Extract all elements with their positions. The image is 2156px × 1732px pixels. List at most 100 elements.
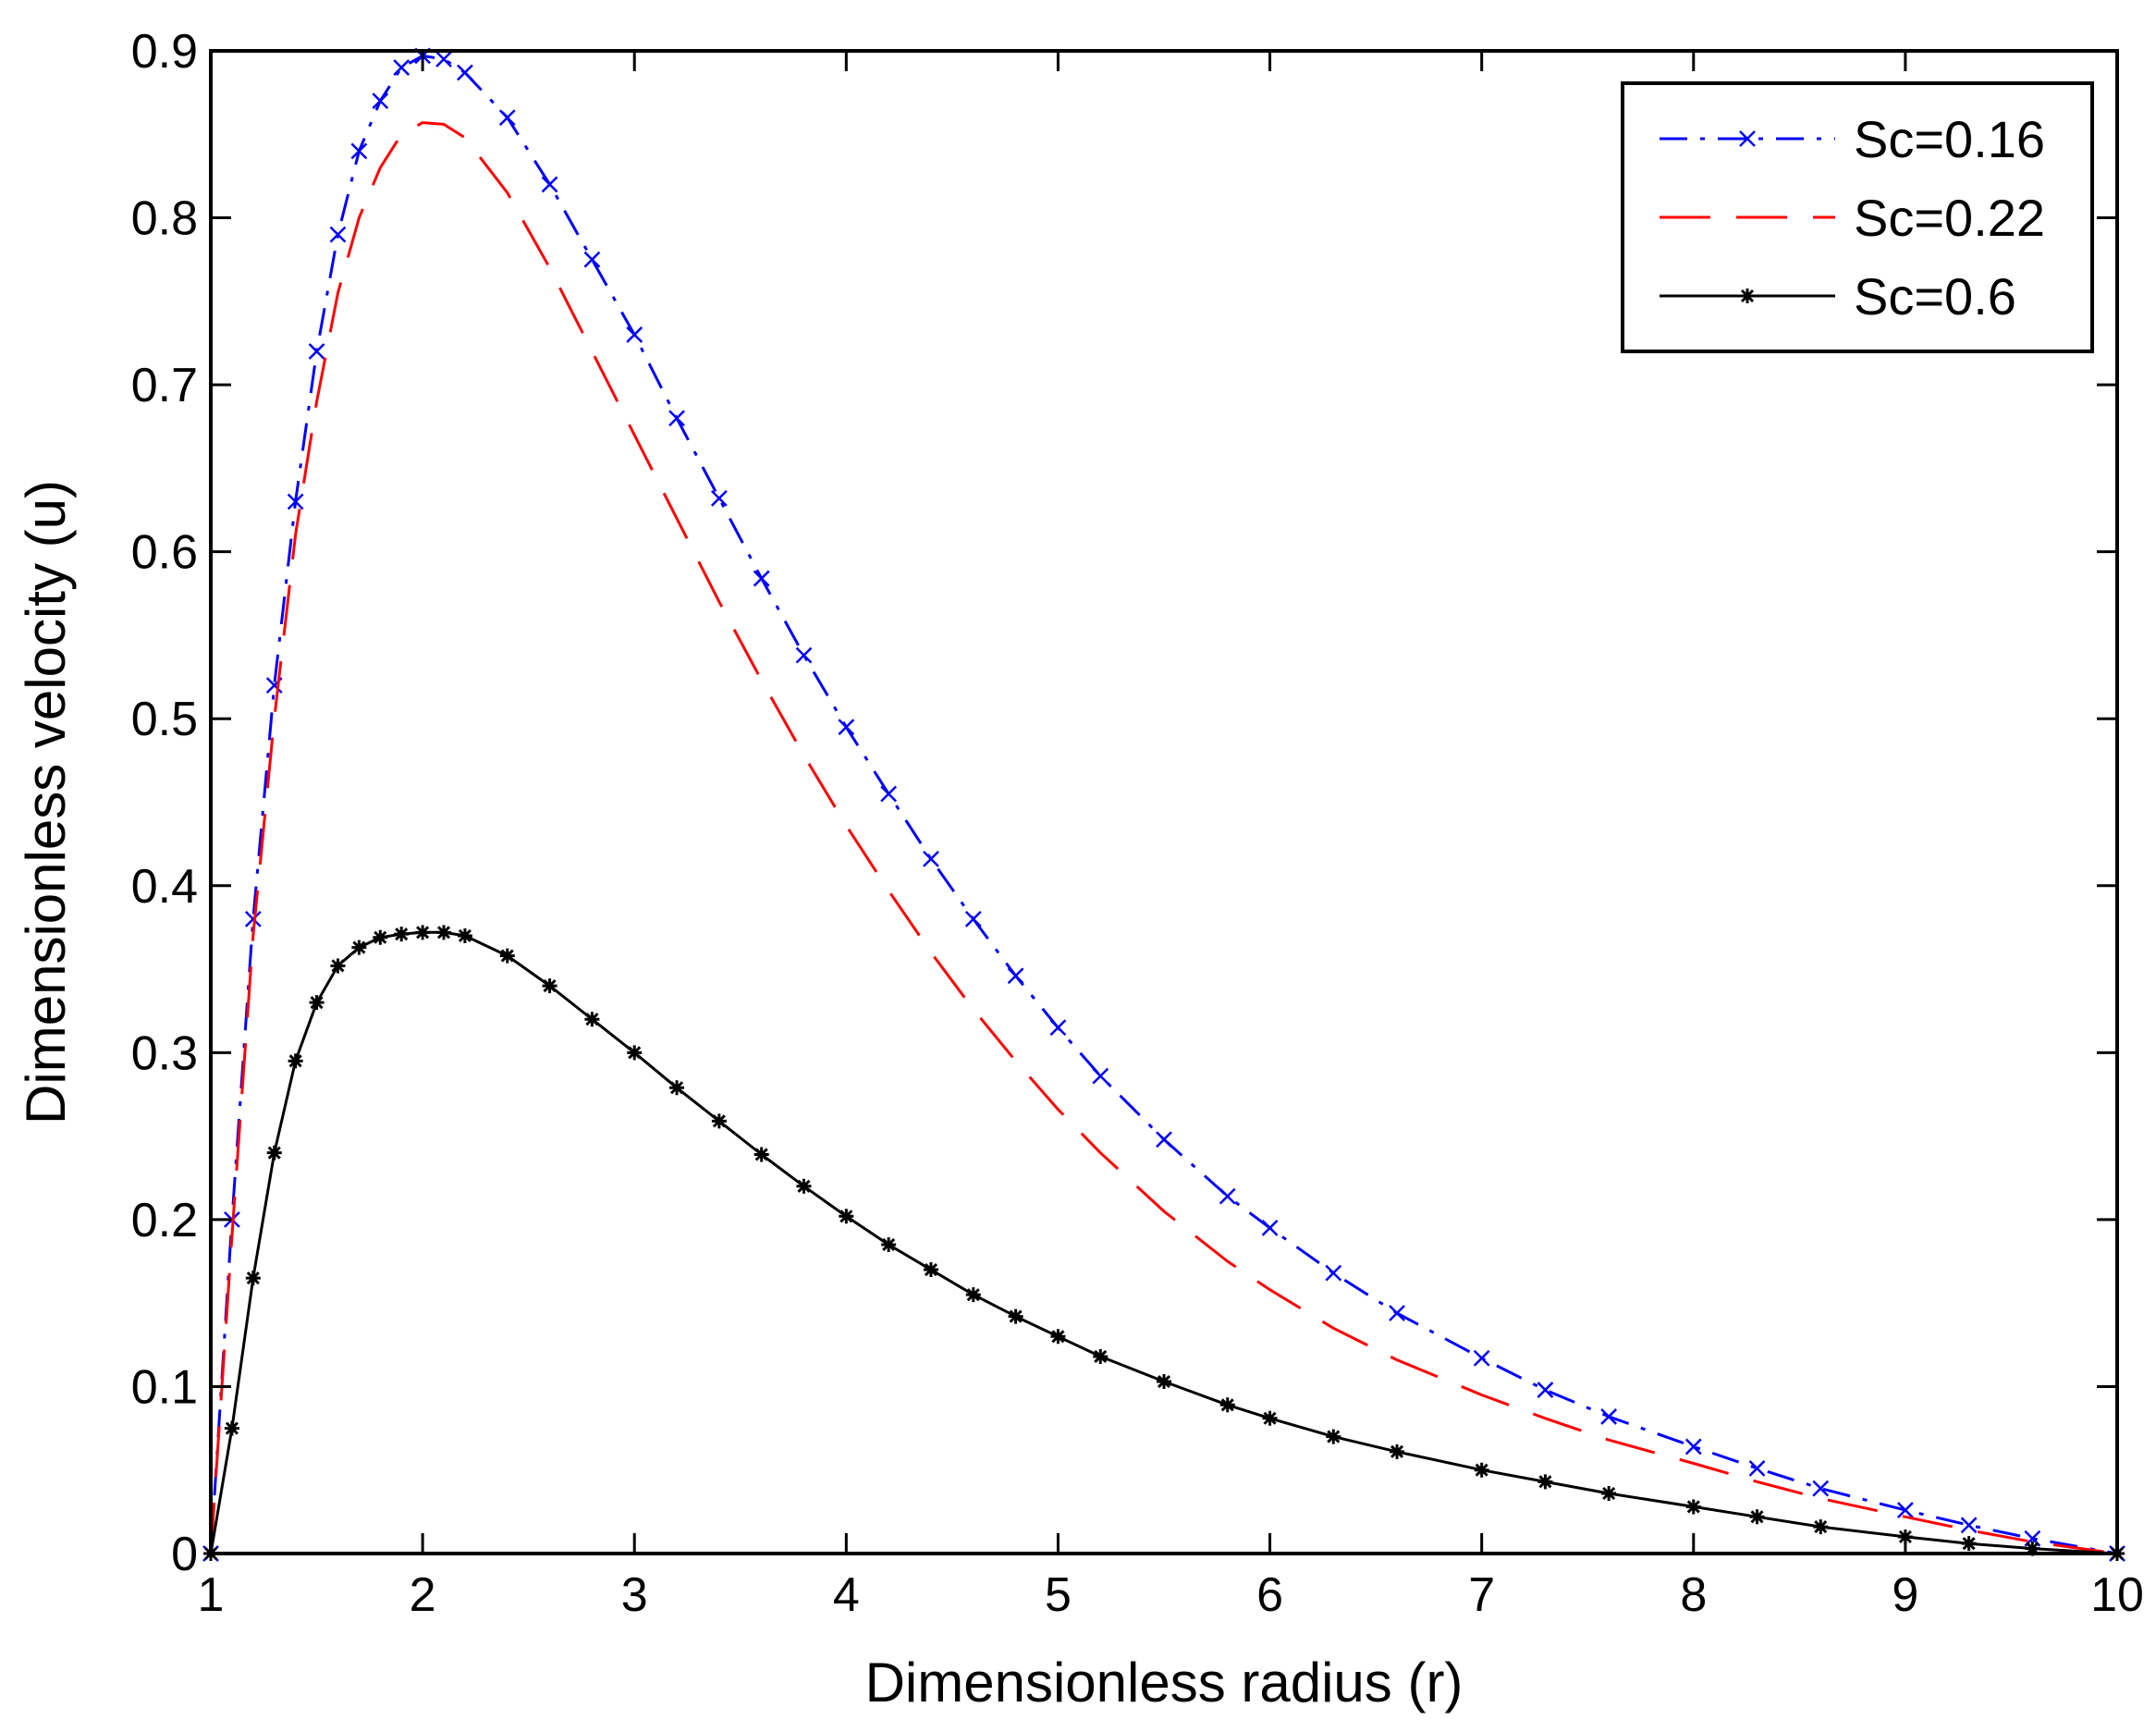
data-point (1156, 1131, 1172, 1149)
data-point (1748, 1460, 1766, 1477)
data-point (1473, 1349, 1490, 1367)
data-point (1326, 1429, 1341, 1444)
y-tick-label: 0.8 (131, 192, 198, 246)
data-point (415, 925, 431, 940)
data-point (1537, 1474, 1553, 1490)
data-point (1219, 1397, 1235, 1413)
data-point (1537, 1382, 1554, 1398)
data-point (1685, 1499, 1701, 1515)
y-tick-label: 0 (171, 1528, 198, 1581)
x-tick-label: 4 (833, 1568, 860, 1622)
data-point (1684, 1438, 1702, 1456)
data-point (627, 1045, 643, 1061)
data-point (796, 1178, 812, 1194)
data-point (1389, 1305, 1405, 1321)
data-point (1812, 1480, 1830, 1497)
legend-marker (1739, 130, 1756, 147)
data-point (393, 59, 410, 76)
data-point (668, 410, 685, 427)
data-point (245, 1271, 261, 1286)
x-tick-label: 3 (621, 1568, 648, 1622)
data-point (436, 925, 452, 940)
data-point (1092, 1067, 1109, 1085)
data-point (372, 92, 389, 110)
x-tick-label: 1 (198, 1568, 225, 1622)
legend-label: Sc=0.6 (1854, 267, 2016, 326)
data-point (394, 927, 410, 942)
data-point (923, 1262, 938, 1278)
series-line (209, 121, 2118, 1555)
data-point (839, 1209, 854, 1224)
y-tick-label: 0.5 (131, 693, 198, 746)
data-point (1600, 1408, 1618, 1425)
data-point (499, 948, 515, 964)
data-point (1813, 1519, 1829, 1535)
data-point (1960, 1517, 1978, 1534)
legend-item: Sc=0.22 (1660, 189, 2045, 247)
legend-marker (1740, 289, 1755, 303)
x-tick-label: 7 (1468, 1568, 1495, 1622)
y-tick-label: 0.6 (131, 526, 198, 580)
data-point (224, 1420, 239, 1436)
data-point (1050, 1329, 1066, 1345)
x-tick-label: 5 (1045, 1568, 1072, 1622)
data-point (350, 142, 368, 160)
data-point (753, 1147, 769, 1162)
y-tick-label: 0.3 (131, 1026, 198, 1080)
data-point (965, 1287, 981, 1303)
data-point (583, 251, 601, 268)
data-point (1325, 1264, 1342, 1282)
data-point (795, 646, 813, 664)
data-point (1157, 1374, 1171, 1390)
data-point (287, 493, 304, 510)
data-point (1961, 1536, 1977, 1552)
legend: Sc=0.16 Sc=0.22 Sc=0.6 (1621, 81, 2094, 353)
data-point (244, 911, 262, 927)
data-point (541, 176, 558, 193)
y-tick-label: 0.4 (131, 860, 198, 914)
data-point (880, 785, 898, 803)
data-point (1749, 1509, 1765, 1525)
y-tick-label: 0.9 (131, 25, 198, 79)
data-point (753, 570, 770, 587)
data-point (1261, 1220, 1279, 1236)
series-Sc=0.22 (209, 121, 2118, 1555)
data-point (1390, 1443, 1405, 1459)
data-point (435, 51, 452, 68)
legend-items: Sc=0.16 Sc=0.22 Sc=0.6 (1660, 110, 2045, 326)
axis-ticks: 1 2 3 4 5 6 7 8 9 10 0 0.1 0.2 0.3 0.4 0.5 0.6 0.7 0.8 0.9 (131, 25, 2144, 1622)
data-point (1007, 967, 1024, 985)
x-tick-label: 8 (1680, 1568, 1707, 1622)
data-point (1093, 1348, 1109, 1364)
data-point (288, 1053, 303, 1069)
x-tick-label: 2 (410, 1568, 436, 1622)
data-point (329, 226, 347, 243)
data-point (669, 1080, 685, 1096)
legend-item: Sc=0.6 (1660, 267, 2016, 326)
data-point (308, 343, 325, 360)
data-point (1474, 1462, 1489, 1478)
data-point (1897, 1502, 1914, 1518)
data-point (457, 64, 473, 81)
data-point (266, 1145, 282, 1161)
data-point (626, 326, 643, 343)
data-point (1262, 1410, 1278, 1426)
data-point (330, 958, 346, 974)
x-tick-label: 10 (2090, 1568, 2144, 1622)
x-tick-label: 6 (1256, 1568, 1283, 1622)
data-point (584, 1012, 600, 1027)
data-point (498, 109, 516, 127)
data-point (309, 995, 325, 1011)
x-axis-label: Dimensionless radius (r) (865, 1652, 1464, 1714)
data-point (710, 490, 728, 507)
y-tick-label: 0.7 (131, 359, 198, 412)
y-axis-label: Dimensionless velocity (u) (15, 480, 77, 1124)
x-tick-label: 9 (1892, 1568, 1918, 1622)
data-point (1219, 1187, 1236, 1205)
series-Sc=0.16 (202, 47, 2125, 1562)
axes-frame (209, 49, 2119, 1555)
data-point (1008, 1308, 1023, 1324)
data-point (881, 1236, 897, 1252)
y-tick-label: 0.1 (131, 1360, 198, 1414)
